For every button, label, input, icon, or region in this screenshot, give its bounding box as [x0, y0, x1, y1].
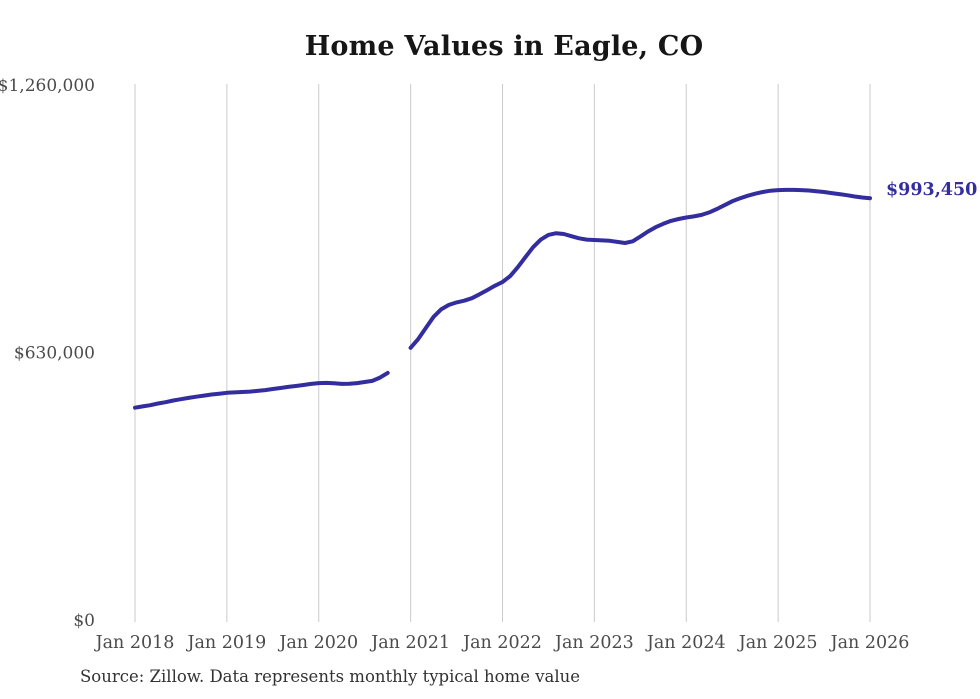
y-tick-label: $1,260,000	[0, 76, 95, 96]
y-tick-label: $630,000	[14, 344, 95, 364]
x-tick-label: Jan 2025	[737, 633, 818, 653]
x-tick-label: Jan 2026	[829, 633, 910, 653]
value-line	[133, 370, 390, 410]
x-tick-label: Jan 2021	[369, 633, 450, 653]
x-tick-label: Jan 2020	[277, 633, 358, 653]
x-tick-label: Jan 2023	[553, 633, 634, 653]
latest-value-label: $993,450	[886, 180, 978, 200]
chart-title: Home Values in Eagle, CO	[304, 31, 704, 62]
x-tick-label: Jan 2019	[185, 633, 266, 653]
value-line	[408, 187, 872, 350]
x-tick-label: Jan 2022	[461, 633, 542, 653]
x-tick-label: Jan 2024	[645, 633, 726, 653]
source-note: Source: Zillow. Data represents monthly …	[80, 667, 581, 686]
y-tick-label: $0	[73, 611, 95, 631]
x-tick-label: Jan 2018	[94, 633, 175, 653]
